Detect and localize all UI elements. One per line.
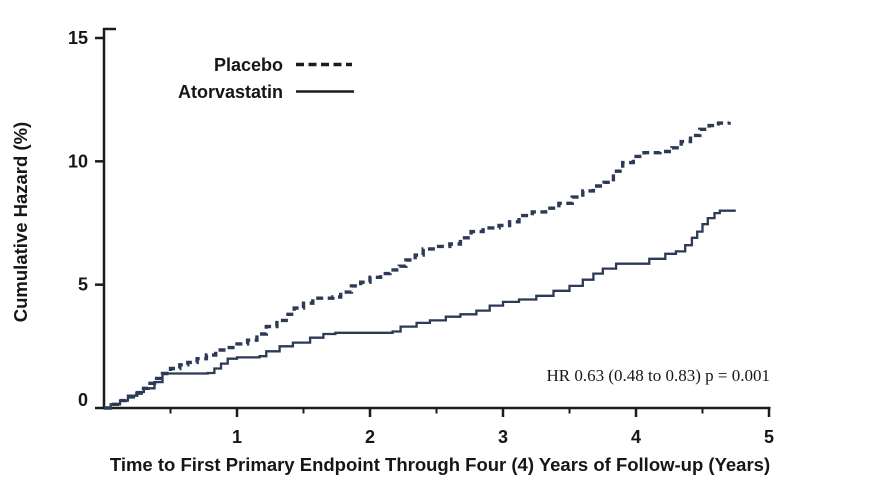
y-axis-title: Cumulative Hazard (%) [10,122,31,322]
legend-label-atorvastatin: Atorvastatin [178,82,283,102]
x-axis-title: Time to First Primary Endpoint Through F… [110,454,770,475]
legend: Placebo Atorvastatin [178,55,354,102]
series-curves [104,121,736,410]
x-tick-label-2: 2 [365,427,375,447]
x-tick-label-5: 5 [764,427,774,447]
y-tick-label-15: 15 [68,28,88,48]
y-tick-label-5: 5 [78,275,88,295]
hr-annotation: HR 0.63 (0.48 to 0.83) p = 0.001 [547,366,771,385]
x-tick-label-1: 1 [232,427,242,447]
axes: 1 2 3 4 5 0 5 10 15 [68,27,774,447]
x-tick-label-4: 4 [631,427,641,447]
x-tick-label-3: 3 [498,427,508,447]
atorvastatin-curve [104,209,736,410]
y-tick-label-0: 0 [78,390,88,410]
tick-labels: 1 2 3 4 5 0 5 10 15 [68,28,774,447]
legend-label-placebo: Placebo [214,55,283,75]
y-tick-label-10: 10 [68,151,88,171]
tick-marks [95,36,771,417]
